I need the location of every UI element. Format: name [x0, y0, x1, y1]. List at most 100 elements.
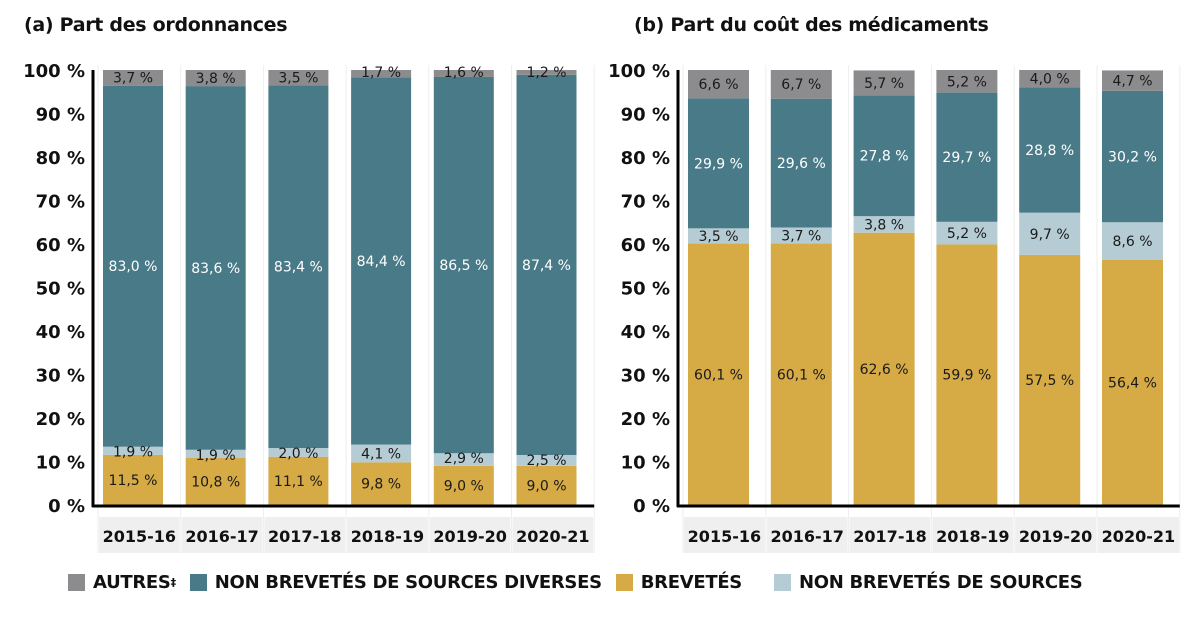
- chart-b-bar-non-brevetes-diverses: [770, 98, 832, 228]
- chart-a-category-bg: [264, 517, 346, 553]
- chart-a-bar-autres: [433, 70, 494, 77]
- chart-b-bar-non-brevetes-diverses: [688, 98, 749, 229]
- chart-a-data-label-non-brevetes-sources: 2,9 %: [444, 451, 484, 467]
- chart-b-ytick-label: 0 %: [633, 496, 670, 517]
- chart-b-data-label-autres: 5,7 %: [864, 76, 904, 92]
- chart-b-data-label-non-brevetes-sources: 8,6 %: [1112, 234, 1152, 250]
- chart-a-data-label-autres: 3,5 %: [278, 71, 318, 87]
- chart-a-data-label-brevetes: 11,1 %: [274, 474, 323, 490]
- chart-a-category-label: 2017-18: [268, 527, 341, 546]
- chart-a-bar-non-brevetes-diverses: [103, 85, 163, 447]
- chart-a-data-label-non-brevetes-diverses: 86,5 %: [439, 258, 488, 274]
- chart-a-category-bg: [347, 517, 428, 553]
- chart-a-bar-non-brevetes-sources: [433, 453, 494, 466]
- chart-a-data-label-non-brevetes-sources: 4,1 %: [361, 446, 401, 462]
- chart-b-ytick-label: 30 %: [621, 366, 670, 387]
- chart-b-ytick-label: 50 %: [621, 279, 670, 300]
- chart-b-data-label-non-brevetes-diverses: 30,2 %: [1108, 150, 1157, 166]
- legend-swatch-non-brevetes-sources: [773, 574, 791, 591]
- chart-a-category-bg: [181, 517, 263, 553]
- chart-a-bar-autres: [103, 70, 163, 86]
- chart-b-category-label: 2018-19: [936, 527, 1009, 546]
- chart-b-bar-non-brevetes-sources: [688, 228, 749, 244]
- chart-b-category-bg: [849, 517, 931, 553]
- chart-a-category-bg: [99, 517, 180, 553]
- chart-a-data-label-non-brevetes-diverses: 84,4 %: [357, 254, 406, 270]
- chart-a-data-label-autres: 1,7 %: [361, 65, 401, 81]
- chart-b-bar-autres: [770, 70, 832, 99]
- chart-a-bar-brevetes: [516, 465, 577, 505]
- chart-a-bar-non-brevetes-diverses: [268, 85, 329, 449]
- chart-b-data-label-non-brevetes-sources: 3,8 %: [864, 217, 904, 233]
- chart-b-data-label-autres: 5,2 %: [947, 74, 987, 90]
- legend-label-non-brevetes-sources: NON BREVETÉS DE SOURCES: [798, 572, 1083, 593]
- chart-a-data-label-non-brevetes-sources: 2,0 %: [278, 446, 318, 462]
- chart-b-data-label-brevetes: 56,4 %: [1108, 375, 1157, 391]
- chart-a-data-label-brevetes: 9,0 %: [526, 478, 566, 494]
- chart-a-ytick-label: 80 %: [36, 148, 85, 169]
- chart-b-category-label: 2016-17: [770, 527, 843, 546]
- chart-b-data-label-brevetes: 60,1 %: [777, 367, 826, 383]
- chart-a-data-label-brevetes: 11,5 %: [109, 473, 158, 489]
- chart-a-bar-non-brevetes-sources: [103, 446, 163, 455]
- chart-a-bar-non-brevetes-diverses: [516, 74, 577, 455]
- chart-a-bar-non-brevetes-sources: [351, 444, 412, 463]
- chart-b-bar-autres: [936, 70, 998, 93]
- legend-label-brevetes: BREVETÉS: [640, 572, 743, 593]
- chart-b-bar-non-brevetes-sources: [853, 216, 915, 233]
- chart-a-bar-autres: [268, 70, 329, 86]
- chart-a-bar-autres: [185, 70, 246, 87]
- chart-a-data-label-non-brevetes-sources: 1,9 %: [113, 445, 153, 461]
- legend: AUTRES ‡ NON BREVETÉS DE SOURCES DIVERSES…: [68, 572, 1096, 593]
- chart-b-category-label: 2020-21: [1102, 527, 1175, 546]
- chart-b-bar-autres: [1102, 70, 1163, 91]
- chart-a-ytick-label: 30 %: [36, 366, 85, 387]
- chart-a-category-label: 2015-16: [103, 527, 176, 546]
- chart-b-bar-brevetes: [936, 244, 998, 505]
- chart-b-bar-non-brevetes-sources: [936, 221, 998, 245]
- chart-b-bar-non-brevetes-sources: [1102, 222, 1163, 260]
- chart-a-bar-non-brevetes-sources: [268, 448, 329, 457]
- chart-a-data-label-non-brevetes-sources: 1,9 %: [196, 448, 236, 464]
- chart-b-data-label-non-brevetes-sources: 5,2 %: [947, 226, 987, 242]
- chart-b-data-label-autres: 6,6 %: [698, 77, 738, 93]
- chart-a-bar-non-brevetes-diverses: [433, 76, 494, 454]
- chart-b-data-label-non-brevetes-sources: 3,7 %: [781, 229, 821, 245]
- chart-a-ytick-label: 100 %: [23, 61, 85, 82]
- chart-b-bar-brevetes: [1102, 259, 1163, 505]
- chart-b-data-label-brevetes: 62,6 %: [860, 362, 909, 378]
- chart-b-data-label-non-brevetes-diverses: 29,6 %: [777, 156, 826, 172]
- chart-a-category-bg: [429, 517, 511, 553]
- chart-b-data-label-brevetes: 60,1 %: [694, 367, 743, 383]
- chart-a-ytick-label: 60 %: [36, 235, 85, 256]
- chart-b-bar-autres: [853, 70, 915, 96]
- chart-b-data-label-non-brevetes-sources: 9,7 %: [1030, 227, 1070, 243]
- chart-a-data-label-brevetes: 10,8 %: [191, 475, 240, 491]
- chart-b-category-bg: [684, 517, 765, 553]
- legend-sup-autres: ‡: [170, 576, 177, 589]
- chart-a-ytick-label: 70 %: [36, 192, 85, 213]
- chart-b-bar-non-brevetes-sources: [770, 227, 832, 244]
- chart-a-bar-non-brevetes-diverses: [185, 86, 246, 450]
- chart-b-data-label-non-brevetes-diverses: 28,8 %: [1025, 143, 1074, 159]
- chart-a-bar-non-brevetes-sources: [185, 449, 246, 459]
- chart-b-category-label: 2019-20: [1019, 527, 1092, 546]
- chart-b-bar-autres: [1019, 70, 1081, 88]
- chart-a-bar-autres: [516, 70, 577, 75]
- chart-a-ytick-label: 0 %: [48, 496, 85, 517]
- legend-label-non-brevetes-diverses: NON BREVETÉS DE SOURCES DIVERSES: [214, 572, 602, 593]
- chart-b-category-bg: [766, 517, 848, 553]
- chart-a-ytick-label: 20 %: [36, 409, 85, 430]
- chart-b-data-label-brevetes: 57,5 %: [1025, 373, 1074, 389]
- chart-b-ytick-label: 70 %: [621, 192, 670, 213]
- chart-a-data-label-brevetes: 9,8 %: [361, 477, 401, 493]
- chart-a-bar-non-brevetes-diverses: [351, 77, 412, 445]
- chart-b-title: (b) Part du coût des médicaments: [634, 14, 989, 36]
- chart-b-ytick-label: 20 %: [621, 409, 670, 430]
- legend-item-brevetes: BREVETÉS: [615, 572, 760, 593]
- chart-a-data-label-autres: 1,6 %: [444, 65, 484, 81]
- chart-a-bar-autres: [351, 70, 412, 78]
- chart-a-bar-brevetes: [103, 454, 163, 505]
- chart-a-data-label-non-brevetes-diverses: 83,0 %: [109, 259, 158, 275]
- chart-a-data-label-autres: 3,8 %: [196, 71, 236, 87]
